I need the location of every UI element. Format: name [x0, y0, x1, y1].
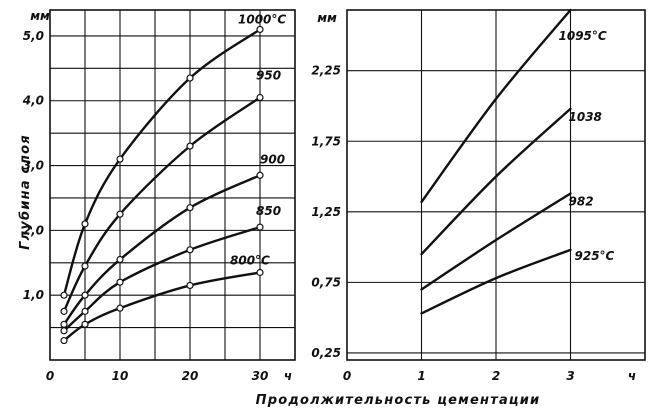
right-y-unit-label: мм	[317, 11, 337, 25]
left-x-tick-label: 30	[252, 369, 269, 383]
left-data-point-900	[81, 291, 89, 299]
left-data-point-900	[60, 320, 68, 328]
left-plot-frame	[49, 9, 296, 361]
left-y-tick-label: 5,0	[23, 29, 44, 43]
left-data-point-900	[256, 171, 264, 179]
left-y-tick-label: 3,0	[23, 159, 44, 173]
right-series-line-1095-c	[420, 8, 572, 204]
left-data-point-800-c	[60, 336, 68, 345]
y-axis-title: Глубина слоя	[18, 134, 33, 250]
right-series-label-982: 982	[569, 194, 594, 208]
right-y-tick-label: 1,25	[311, 205, 341, 219]
left-data-point-800-c	[186, 281, 194, 290]
right-y-tick-label: 2,25	[311, 64, 341, 78]
left-series-line-800-c	[62, 271, 262, 342]
left-x-tick-label: 0	[46, 369, 54, 383]
right-series-line-1038	[420, 107, 572, 256]
left-data-point-850	[60, 327, 68, 335]
left-x-tick-label: 10	[112, 369, 129, 383]
left-data-point-1000-c	[60, 291, 68, 299]
left-data-point-850	[186, 246, 194, 254]
right-series-line-982	[420, 192, 572, 291]
left-data-point-800-c	[81, 320, 89, 328]
left-data-point-800-c	[256, 268, 264, 277]
left-data-point-900	[116, 255, 124, 264]
right-series-label-1095-c: 1095°C	[559, 29, 607, 43]
right-chart-short-hours: 0 1 2 3 0,25 0,75 1,25 1,75 2,25 мм ч 1095°C 1038 982…	[311, 8, 646, 383]
left-data-point-850	[81, 307, 89, 315]
right-x-tick-label: 0	[343, 369, 351, 383]
right-y-tick-label: 0,75	[311, 275, 341, 289]
left-data-point-950	[116, 210, 124, 218]
x-axis-title: Продолжительность цементации	[256, 393, 541, 408]
left-y-tick-label: 1,0	[23, 288, 44, 302]
left-data-point-950	[81, 262, 89, 270]
left-data-point-1000-c	[186, 74, 194, 82]
left-series-line-950	[62, 96, 262, 313]
left-y-tick-label: 4,0	[22, 94, 44, 108]
right-y-tick-label: 1,75	[311, 134, 341, 148]
left-y-unit-label: мм	[30, 9, 50, 23]
left-chart-furnace-hours: 0 10 20 30 1,0 2,0 3,0 4,0 5,0 мм ч 1000°C 950 900 850…	[22, 9, 296, 383]
right-x-tick-label: 3	[566, 369, 574, 383]
right-y-tick-label: 0,25	[311, 346, 341, 360]
right-series-label-1038: 1038	[569, 110, 602, 124]
left-data-point-1000-c	[116, 155, 124, 163]
left-series-line-850	[62, 225, 262, 333]
left-data-point-850	[116, 278, 124, 286]
left-series-label-950: 950	[256, 69, 281, 83]
right-x-unit-label: ч	[628, 369, 636, 383]
left-data-point-850	[256, 223, 264, 231]
left-data-point-950	[256, 93, 264, 102]
left-data-point-950	[186, 142, 194, 150]
left-series-line-1000-c	[62, 28, 262, 297]
left-data-point-900	[186, 204, 194, 212]
left-series-line-900	[62, 174, 262, 326]
left-series-label-900: 900	[260, 152, 285, 166]
right-series-line-925-c	[420, 248, 572, 315]
left-series-label-800-c: 800°C	[230, 254, 270, 268]
left-x-tick-label: 20	[182, 369, 199, 383]
left-data-point-950	[60, 307, 68, 315]
left-series-label-1000-c: 1000°C	[238, 12, 286, 26]
right-x-tick-label: 1	[417, 369, 425, 383]
right-x-tick-label: 2	[492, 369, 500, 383]
left-data-point-800-c	[116, 304, 124, 312]
left-x-unit-label: ч	[284, 369, 292, 383]
left-data-point-1000-c	[81, 220, 89, 228]
left-y-tick-label: 2,0	[23, 223, 44, 237]
right-series-label-925-c: 925°C	[575, 249, 615, 263]
left-data-point-1000-c	[256, 25, 264, 34]
left-series-label-850: 850	[256, 204, 281, 218]
